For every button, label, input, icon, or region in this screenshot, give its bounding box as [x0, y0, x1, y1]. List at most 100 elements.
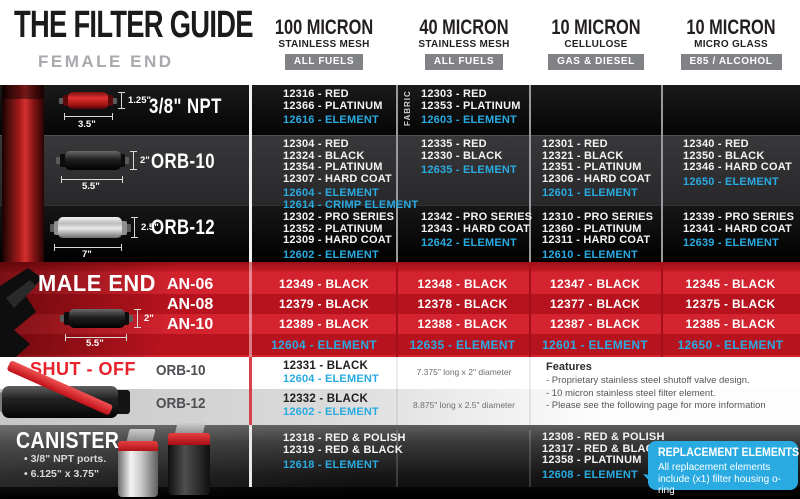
- element-numbers: 12618 - ELEMENT: [283, 459, 379, 472]
- height-dimension-line: [131, 217, 138, 238]
- length-dimension: 7": [82, 249, 92, 260]
- element-numbers: 12635 - ELEMENT: [421, 164, 517, 177]
- height-dimension: 2": [144, 313, 154, 324]
- table-cell: 12345 - BLACK: [685, 277, 776, 291]
- fuel-badge: GAS & DIESEL: [548, 54, 644, 70]
- column-divider: [396, 262, 398, 357]
- element-numbers: 12616 - ELEMENT: [283, 114, 379, 127]
- column-title: 40 MICRON: [419, 16, 509, 39]
- part-numbers: 12342 - PRO SERIES 12343 - HARD COAT: [421, 211, 533, 235]
- column-divider: [249, 425, 252, 487]
- column-divider: [661, 262, 663, 357]
- table-cell: 12301 - RED 12321 - BLACK 12351 - PLATIN…: [542, 138, 651, 200]
- part-numbers: 12340 - RED 12350 - BLACK 12346 - HARD C…: [683, 138, 792, 174]
- part-numbers: 12339 - PRO SERIES 12341 - HARD COAT: [683, 211, 795, 235]
- fabric-note: FABRIC: [403, 90, 412, 126]
- length-dimension: 3.5": [78, 119, 96, 130]
- table-cell: 12308 - RED & POLISH 12317 - RED & BLACK…: [542, 431, 665, 481]
- column-divider: [529, 85, 531, 262]
- element-cell: 12650 - ELEMENT: [677, 338, 784, 352]
- column-media: MICRO GLASS: [694, 39, 768, 50]
- shutoff-orb10-label: ORB-10: [156, 362, 206, 379]
- canister-heading: CANISTER: [16, 427, 120, 453]
- shutoff-row1-band: [0, 357, 800, 389]
- element-numbers: 12601 - ELEMENT: [542, 187, 638, 200]
- column-divider: [249, 85, 252, 262]
- height-dimension-line: [134, 309, 141, 328]
- callout-body: All replacement elements include (x1) fi…: [658, 462, 781, 496]
- table-cell: 12302 - PRO SERIES 12352 - PLATINUM 1230…: [283, 211, 394, 261]
- fuel-badge: ALL FUELS: [284, 54, 364, 70]
- table-cell: 12335 - RED 12330 - BLACK 12635 - ELEMEN…: [421, 138, 517, 177]
- filter-cap: [106, 95, 113, 106]
- part-numbers: 12310 - PRO SERIES 12360 - PLATINUM 1231…: [542, 211, 654, 247]
- table-cell: 12385 - BLACK: [685, 317, 776, 331]
- shutoff-orb12-label: ORB-12: [156, 395, 206, 412]
- table-cell: 12339 - PRO SERIES 12341 - HARD COAT 126…: [683, 211, 795, 250]
- row-orb10-band: [0, 135, 800, 205]
- column-media: CELLULOSE: [564, 39, 628, 50]
- height-dimension: 1.25": [128, 95, 151, 106]
- length-dimension-line: [54, 244, 122, 251]
- filter-cap: [54, 221, 61, 235]
- height-dimension: 2.5": [141, 222, 159, 233]
- element-number: 12602 - ELEMENT: [283, 406, 379, 418]
- column-divider: [396, 357, 398, 425]
- table-cell: 12342 - PRO SERIES 12343 - HARD COAT 126…: [421, 211, 533, 250]
- part-numbers: 12301 - RED 12321 - BLACK 12351 - PLATIN…: [542, 138, 651, 185]
- table-cell: 12379 - BLACK: [279, 297, 369, 311]
- filter-port: [111, 98, 117, 104]
- filter-cap: [63, 95, 70, 106]
- filter-port: [126, 315, 133, 322]
- table-cell: 12388 - BLACK: [417, 317, 508, 331]
- table-cell: 12303 - RED 12353 - PLATINUM 12603 - ELE…: [421, 88, 521, 127]
- column-divider: [396, 430, 398, 487]
- canister-polish-photo: [118, 451, 158, 497]
- table-cell: 12377 - BLACK: [550, 297, 640, 311]
- inline-filter-red: [68, 92, 108, 109]
- height-dimension: 2": [140, 155, 150, 166]
- column-divider: [249, 262, 252, 357]
- filter-port: [56, 157, 63, 164]
- element-number: 12604 - ELEMENT: [283, 373, 379, 385]
- length-dimension-line: [64, 113, 113, 120]
- part-numbers: 12335 - RED 12330 - BLACK: [421, 138, 503, 162]
- part-numbers: 12304 - RED 12324 - BLACK 12354 - PLATIN…: [283, 138, 392, 185]
- column-header-40-micron: 40 MICRON STAINLESS MESH ALL FUELS: [389, 17, 539, 70]
- column-divider: [529, 262, 531, 357]
- filter-cap: [122, 312, 129, 325]
- length-dimension: 5.5": [82, 181, 100, 192]
- page-title: THE FILTER GUIDE: [14, 4, 253, 46]
- part-numbers: 12316 - RED 12366 - PLATINUM: [283, 88, 383, 112]
- table-cell: 12316 - RED 12366 - PLATINUM 12616 - ELE…: [283, 88, 383, 127]
- inline-filter-black: [69, 309, 125, 328]
- height-dimension-line: [118, 92, 125, 109]
- column-media: STAINLESS MESH: [418, 39, 510, 50]
- table-cell: 12389 - BLACK: [279, 317, 369, 331]
- element-numbers: 12650 - ELEMENT: [683, 175, 779, 188]
- element-cell: 12604 - ELEMENT: [271, 338, 377, 352]
- column-divider: [529, 430, 531, 487]
- column-title: 10 MICRON: [686, 16, 776, 39]
- row-label-orb12: ORB-12: [151, 216, 216, 239]
- canister-cap: [168, 433, 210, 445]
- filter-port: [124, 224, 131, 232]
- column-divider: [396, 85, 398, 262]
- element-numbers: 12608 - ELEMENT: [542, 468, 638, 481]
- element-cell: 12601 - ELEMENT: [542, 338, 648, 352]
- element-numbers: 12642 - ELEMENT: [421, 237, 517, 250]
- column-divider: [529, 357, 531, 425]
- filter-port: [60, 315, 67, 322]
- column-header-10-micron-cellulose: 10 MICRON CELLULOSE GAS & DIESEL: [521, 17, 671, 70]
- fuel-badge: E85 / ALCOHOL: [680, 54, 782, 70]
- part-numbers: 12308 - RED & POLISH 12317 - RED & BLACK…: [542, 431, 665, 467]
- canister-black-photo: [168, 445, 210, 495]
- table-cell: 12310 - PRO SERIES 12360 - PLATINUM 1231…: [542, 211, 654, 261]
- an-fitting-photo: [0, 268, 42, 357]
- element-numbers: 12610 - ELEMENT: [542, 248, 638, 261]
- part-numbers: 12303 - RED 12353 - PLATINUM: [421, 88, 521, 112]
- element-cell: 12635 - ELEMENT: [409, 338, 516, 352]
- length-dimension: 5.5": [86, 338, 104, 349]
- replacement-elements-callout: REPLACEMENT ELEMENTS All replacement ele…: [648, 441, 799, 496]
